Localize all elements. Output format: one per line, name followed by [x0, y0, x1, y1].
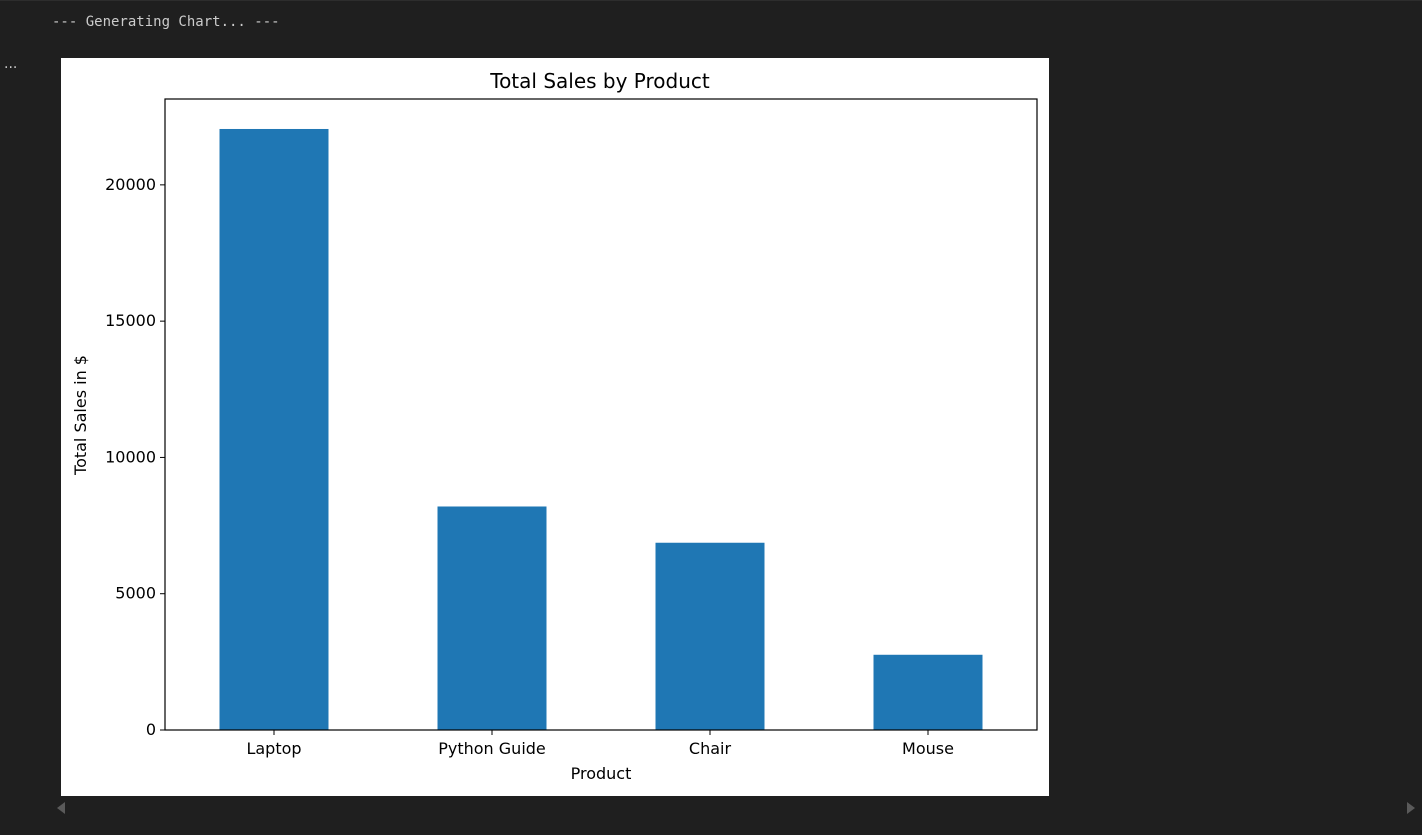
x-tick-label: Mouse: [902, 739, 954, 758]
chart-figure: Total Sales by Product Total Sales in $ …: [61, 58, 1049, 796]
y-tick-label: 20000: [105, 175, 156, 194]
bar-mouse: [873, 654, 983, 730]
x-tick-label: Chair: [689, 739, 732, 758]
x-tick-label: Python Guide: [438, 739, 546, 758]
x-axis-ticks: Laptop Python Guide Chair Mouse: [246, 730, 954, 758]
scroll-right-arrow-icon[interactable]: [1407, 802, 1415, 814]
output-actions-menu[interactable]: ...: [4, 56, 18, 72]
chart-title: Total Sales by Product: [489, 69, 710, 93]
bar-chart: Total Sales by Product Total Sales in $ …: [71, 69, 1038, 783]
bar-python-guide: [437, 506, 547, 730]
stdout-text: --- Generating Chart... ---: [52, 14, 280, 30]
bar-chair: [655, 542, 765, 730]
y-tick-label: 5000: [115, 584, 156, 603]
scroll-left-arrow-icon[interactable]: [57, 802, 65, 814]
cell-divider: [0, 0, 1422, 1]
plot-frame: [164, 98, 1038, 731]
y-tick-label: 0: [146, 720, 156, 739]
y-axis-ticks: 0 5000 10000 15000 20000: [105, 175, 165, 739]
bars-layer: [219, 128, 983, 730]
bar-laptop: [219, 128, 329, 730]
x-axis-label: Product: [571, 764, 632, 783]
y-tick-label: 10000: [105, 447, 156, 466]
y-tick-label: 15000: [105, 311, 156, 330]
x-tick-label: Laptop: [246, 739, 301, 758]
y-axis-label: Total Sales in $: [71, 355, 90, 476]
